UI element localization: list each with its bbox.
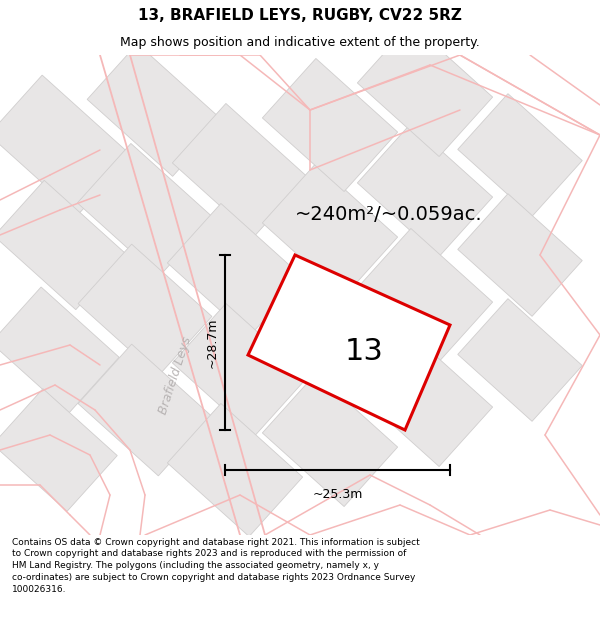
Polygon shape (77, 144, 212, 276)
Polygon shape (78, 244, 212, 376)
Text: 13: 13 (345, 337, 384, 366)
Polygon shape (458, 299, 582, 421)
Polygon shape (172, 104, 308, 236)
Polygon shape (262, 164, 398, 296)
Polygon shape (78, 344, 212, 476)
Polygon shape (0, 287, 119, 413)
Text: Map shows position and indicative extent of the property.: Map shows position and indicative extent… (120, 36, 480, 49)
Polygon shape (262, 374, 398, 506)
Polygon shape (458, 94, 582, 216)
Text: Brafield Leys: Brafield Leys (157, 334, 194, 416)
Text: 13, BRAFIELD LEYS, RUGBY, CV22 5RZ: 13, BRAFIELD LEYS, RUGBY, CV22 5RZ (138, 8, 462, 23)
Polygon shape (167, 204, 302, 336)
Text: Contains OS data © Crown copyright and database right 2021. This information is : Contains OS data © Crown copyright and d… (12, 538, 420, 594)
Text: ~25.3m: ~25.3m (313, 488, 362, 501)
Polygon shape (0, 389, 117, 511)
Polygon shape (87, 44, 223, 176)
Polygon shape (248, 255, 450, 430)
Polygon shape (0, 181, 126, 309)
Polygon shape (172, 304, 308, 436)
Polygon shape (458, 194, 582, 316)
Polygon shape (358, 334, 493, 466)
Polygon shape (358, 124, 493, 256)
Polygon shape (358, 24, 493, 156)
Text: ~240m²/~0.059ac.: ~240m²/~0.059ac. (295, 206, 482, 224)
Polygon shape (167, 404, 302, 536)
Polygon shape (358, 229, 493, 361)
Polygon shape (262, 269, 398, 401)
Polygon shape (262, 59, 398, 191)
Polygon shape (0, 75, 131, 215)
Text: ~28.7m: ~28.7m (205, 318, 218, 368)
